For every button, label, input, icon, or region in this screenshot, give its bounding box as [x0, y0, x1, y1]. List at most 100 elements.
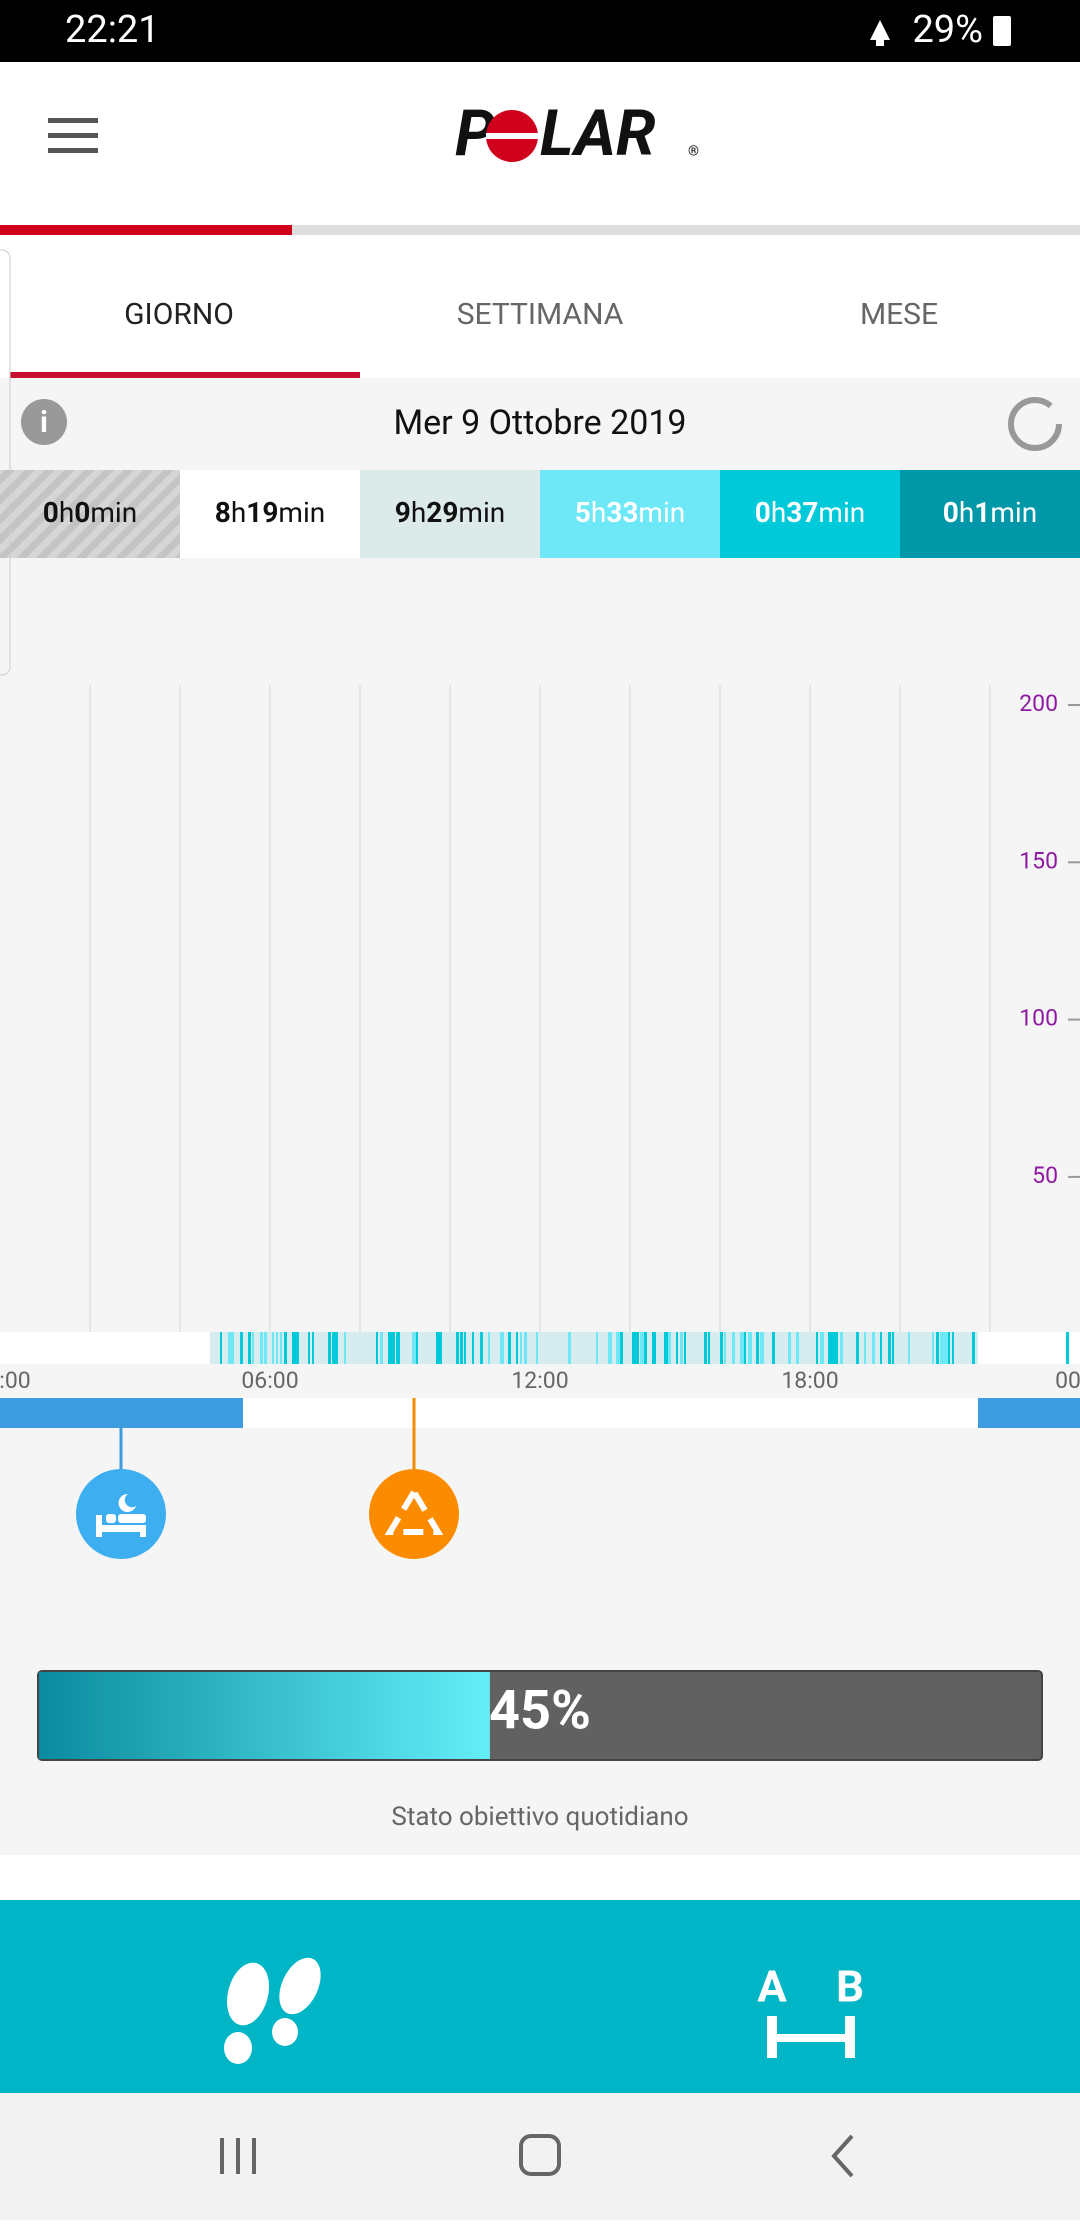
activity-icon — [384, 1486, 444, 1535]
activity-tick — [392, 1332, 395, 1364]
activity-tick — [828, 1332, 832, 1364]
activity-pin[interactable] — [369, 1469, 459, 1559]
sleep-icon — [96, 1493, 146, 1537]
x-tick-label: 18:00 — [781, 1367, 838, 1394]
activity-tick — [720, 1332, 723, 1364]
sleep-band — [0, 1398, 243, 1428]
duration-part: min — [278, 496, 325, 529]
activity-tick — [460, 1332, 463, 1364]
activity-tick — [796, 1332, 799, 1364]
activity-tick — [744, 1332, 746, 1364]
summary-area — [0, 1428, 1080, 1900]
activity-tick — [436, 1332, 440, 1364]
progress-indicator — [0, 225, 292, 235]
activity-tick — [276, 1332, 278, 1364]
activity-tick — [680, 1332, 683, 1364]
activity-tick — [440, 1332, 442, 1364]
activity-tick — [936, 1332, 939, 1364]
back-button[interactable] — [831, 2134, 854, 2178]
duration-cell — [360, 470, 540, 558]
activity-tick — [508, 1332, 511, 1364]
duration-part: h — [959, 496, 974, 529]
y-tick-label: 150 — [1019, 847, 1058, 874]
activity-tick — [940, 1332, 944, 1364]
tab[interactable]: MESE — [860, 297, 938, 332]
activity-tick — [788, 1332, 791, 1364]
activity-tick — [840, 1332, 843, 1364]
duration-part: min — [638, 496, 685, 529]
spacer — [0, 1855, 1080, 1900]
activity-tick — [500, 1332, 504, 1364]
battery-level: 29% — [912, 8, 983, 52]
duration-label: 9h29min — [395, 496, 505, 529]
distance-icon[interactable]: A B — [757, 1961, 864, 2058]
activity-tick — [760, 1332, 764, 1364]
y-tick-label: 200 — [1019, 690, 1058, 717]
duration-label: 5h33min — [575, 496, 685, 529]
activity-tick — [280, 1332, 282, 1364]
duration-part: 9 — [395, 496, 411, 529]
duration-part: min — [818, 496, 865, 529]
recents-button[interactable] — [220, 2138, 256, 2174]
info-button[interactable] — [21, 399, 67, 445]
activity-tick — [252, 1332, 254, 1364]
date-row — [0, 378, 1080, 470]
duration-label: 8h19min — [215, 496, 325, 529]
duration-part: 37 — [786, 496, 818, 529]
activity-tick — [264, 1332, 267, 1364]
info-glyph: i — [40, 405, 48, 440]
activity-tick — [856, 1332, 859, 1364]
duration-part: 0 — [74, 496, 90, 529]
activity-tick — [328, 1332, 331, 1364]
goal-fill — [39, 1672, 490, 1759]
activity-tick — [684, 1332, 686, 1364]
activity-tick — [756, 1332, 759, 1364]
duration-part: 0 — [943, 496, 959, 529]
activity-tick — [220, 1332, 222, 1364]
activity-tick — [832, 1332, 836, 1364]
activity-tick — [932, 1332, 934, 1364]
sync-spinner[interactable] — [1008, 397, 1062, 451]
home-button[interactable] — [519, 2134, 561, 2176]
activity-tick — [644, 1332, 647, 1364]
battery-icon — [993, 16, 1011, 46]
duration-cell — [720, 470, 900, 558]
svg-text:B: B — [836, 1961, 864, 2013]
activity-zone — [210, 1332, 978, 1364]
activity-tick — [228, 1332, 232, 1364]
activity-tick — [676, 1332, 678, 1364]
duration-part: 8 — [215, 496, 231, 529]
duration-cell — [0, 470, 180, 558]
activity-tick — [456, 1332, 459, 1364]
stats-panel — [0, 1900, 1080, 2093]
svg-text:LAR: LAR — [540, 96, 656, 171]
x-tick-label: :00 — [0, 1367, 31, 1394]
signal-icon — [870, 20, 890, 46]
activity-tick — [652, 1332, 656, 1364]
activity-tick — [232, 1332, 234, 1364]
activity-tick — [872, 1332, 875, 1364]
activity-tick — [248, 1332, 251, 1364]
activity-tick — [596, 1332, 598, 1364]
activity-tick — [704, 1332, 707, 1364]
duration-label: 0h37min — [755, 496, 865, 529]
tab[interactable]: SETTIMANA — [457, 297, 624, 332]
date: Mer 9 Ottobre 2019 — [393, 403, 686, 443]
tab-underline — [10, 372, 360, 378]
activity-tick — [260, 1332, 263, 1364]
svg-text:®: ® — [688, 144, 699, 160]
activity-tick — [240, 1332, 243, 1364]
y-tick-label: 100 — [1019, 1005, 1058, 1032]
tab[interactable]: GIORNO — [124, 297, 234, 332]
activity-tick — [772, 1332, 775, 1364]
activity-tick — [416, 1332, 418, 1364]
activity-tick — [836, 1332, 838, 1364]
duration-cell — [900, 470, 1080, 558]
activity-tick — [908, 1332, 910, 1364]
steps-icon[interactable] — [220, 1951, 329, 2064]
activity-tick — [864, 1332, 866, 1364]
duration-part: 1 — [974, 496, 990, 529]
menu-button[interactable] — [48, 118, 98, 153]
duration-label: 0h0min — [43, 496, 137, 529]
